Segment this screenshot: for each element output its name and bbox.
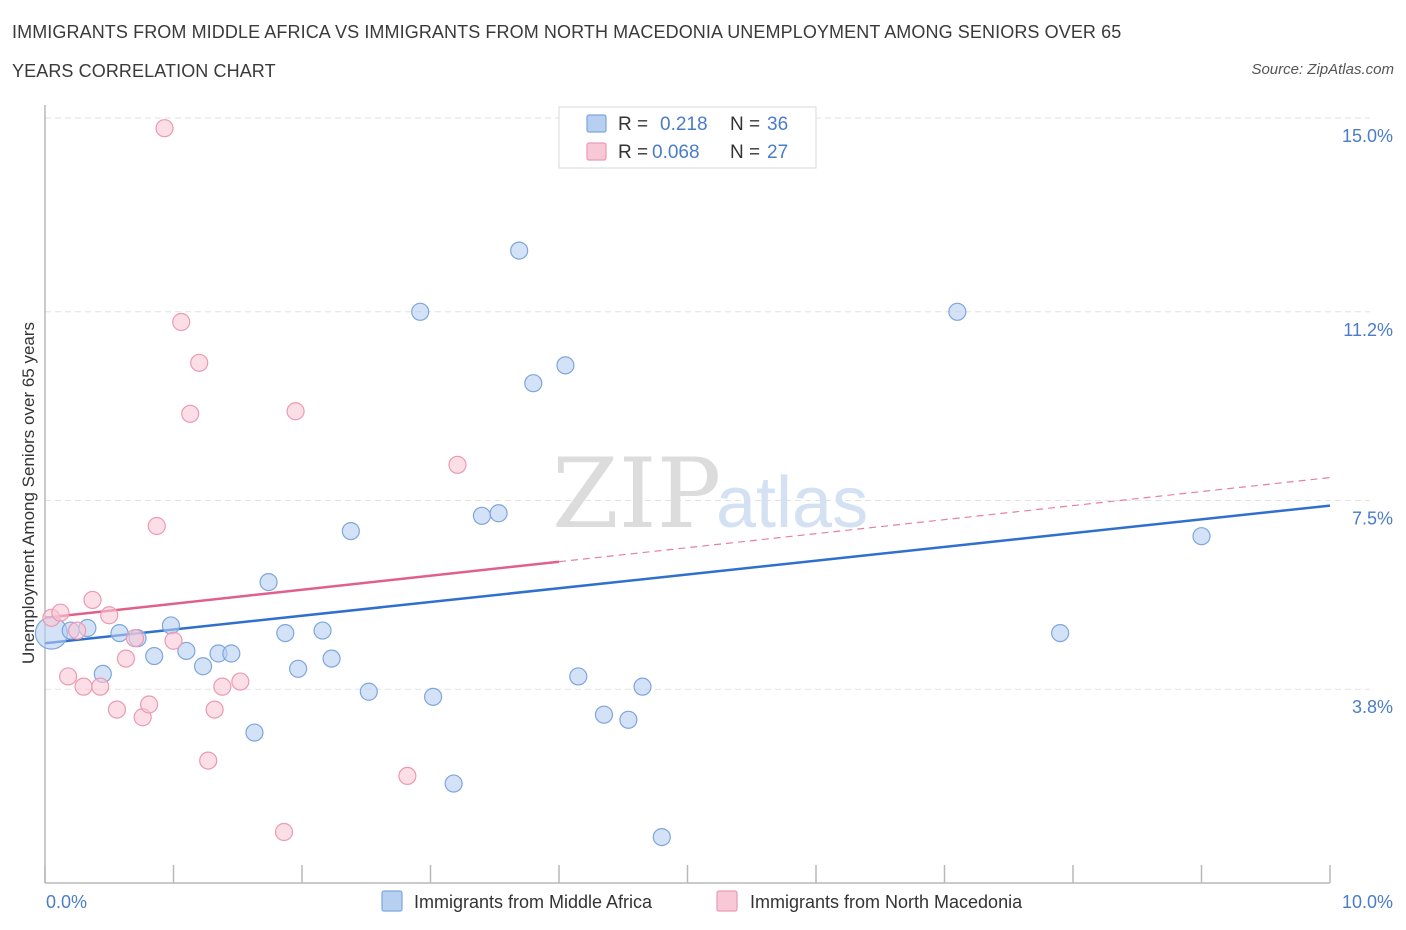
- point-series1-1: [51, 603, 70, 622]
- watermark: ZIP atlas: [552, 438, 868, 550]
- axes: [44, 105, 1331, 884]
- point-series1-9: [116, 649, 136, 668]
- point-series1-5: [83, 590, 102, 610]
- point-series1-4: [74, 677, 93, 696]
- point-series1-24: [286, 402, 305, 421]
- legend-r-label-1: R =: [618, 114, 648, 135]
- point-series1-2: [59, 667, 78, 686]
- point-series1-6: [91, 677, 110, 696]
- legend-r-value-2: 0.068: [652, 142, 700, 163]
- point-series0-4: [110, 623, 129, 643]
- point-series1-17: [181, 404, 200, 423]
- point-series1-15: [164, 631, 183, 650]
- point-series1-22: [231, 672, 250, 691]
- point-series0-8: [177, 641, 196, 661]
- point-series0-14: [276, 623, 295, 643]
- point-series0-6: [145, 646, 164, 666]
- point-series1-18: [190, 353, 209, 372]
- point-series1-21: [213, 677, 232, 696]
- point-series1-12: [139, 695, 159, 714]
- point-series0-32: [652, 827, 671, 847]
- point-series0-33: [948, 302, 967, 321]
- point-series0-28: [569, 667, 588, 686]
- chart-title-line-1: IMMIGRANTS FROM MIDDLE AFRICA VS IMMIGRA…: [12, 22, 1122, 42]
- point-series0-31: [633, 677, 652, 696]
- point-series0-26: [524, 374, 543, 393]
- legend-r-label-2: R =: [618, 142, 648, 163]
- point-series0-35: [1192, 527, 1211, 546]
- point-series0-13: [259, 572, 278, 592]
- legend-swatch-north-macedonia: [586, 142, 607, 161]
- point-series0-7: [161, 616, 181, 635]
- point-series0-20: [411, 302, 430, 321]
- point-series0-30: [619, 710, 638, 729]
- x-max-label: 10.0%: [1342, 892, 1393, 912]
- y-tick-label-2: 11.2%: [1343, 320, 1393, 340]
- legend-n-value-1: 36: [767, 114, 788, 135]
- point-series0-24: [489, 504, 508, 523]
- legend-n-label-1: N =: [730, 114, 760, 135]
- point-series0-18: [341, 521, 360, 541]
- point-series0-22: [444, 774, 463, 793]
- watermark-zip: ZIP: [552, 438, 721, 550]
- bottom-legend: Immigrants from Middle Africa Immigrants…: [381, 890, 1023, 912]
- point-series1-10: [125, 629, 145, 648]
- top-legend: R = 0.218 N = 36 R = 0.068 N = 27: [558, 106, 817, 169]
- legend-swatch-middle-africa: [586, 114, 607, 133]
- data-points: [34, 119, 1211, 847]
- bottom-legend-label-north-macedonia: Immigrants from North Macedonia: [750, 892, 1023, 912]
- gridlines: [45, 117, 1370, 690]
- y-tick-label-1: 7.5%: [1352, 509, 1393, 529]
- point-series0-25: [510, 241, 529, 260]
- point-series0-15: [289, 659, 308, 678]
- point-series1-13: [147, 516, 166, 536]
- y-tick-label-0: 3.8%: [1352, 697, 1393, 717]
- x-min-label: 0.0%: [46, 892, 87, 912]
- point-series0-34: [1051, 623, 1070, 643]
- point-series1-14: [155, 119, 174, 138]
- point-series0-21: [423, 687, 443, 706]
- point-series1-25: [398, 766, 417, 786]
- point-series1-20: [205, 700, 224, 719]
- point-series1-19: [199, 751, 218, 770]
- point-series0-29: [594, 705, 614, 724]
- trend-line-dashed-1: [558, 476, 1331, 563]
- point-series0-17: [322, 649, 341, 668]
- point-series1-23: [274, 822, 294, 842]
- bottom-legend-swatch-middle-africa: [381, 890, 403, 912]
- legend-n-label-2: N =: [730, 142, 760, 163]
- y-tick-label-3: 15.0%: [1342, 126, 1393, 146]
- trend-line-0: [44, 504, 1331, 645]
- y-tick-labels: 3.8% 7.5% 11.2% 15.0%: [1342, 126, 1393, 717]
- point-series1-7: [100, 606, 119, 625]
- legend-r-value-1: 0.218: [660, 114, 708, 135]
- point-series1-16: [172, 312, 191, 332]
- chart-title-line-2: YEARS CORRELATION CHART: [12, 61, 276, 81]
- point-series0-27: [556, 356, 575, 375]
- point-series0-16: [313, 621, 332, 640]
- point-series1-8: [107, 700, 127, 719]
- point-series1-3: [68, 621, 87, 640]
- trend-lines: [44, 476, 1331, 645]
- trend-line-solid-1: [44, 560, 560, 620]
- source-label: Source: ZipAtlas.com: [1251, 61, 1394, 78]
- point-series0-9: [193, 657, 213, 676]
- bottom-legend-swatch-north-macedonia: [716, 890, 738, 912]
- watermark-atlas: atlas: [716, 463, 868, 543]
- point-series0-19: [359, 682, 378, 701]
- bottom-legend-label-middle-africa: Immigrants from Middle Africa: [414, 892, 653, 912]
- point-series0-11: [222, 644, 241, 663]
- point-series1-26: [448, 455, 467, 474]
- point-series0-23: [472, 506, 491, 525]
- legend-n-value-2: 27: [767, 142, 788, 163]
- point-series0-12: [245, 723, 264, 742]
- y-axis-title: Unemployment Among Seniors over 65 years: [19, 322, 38, 664]
